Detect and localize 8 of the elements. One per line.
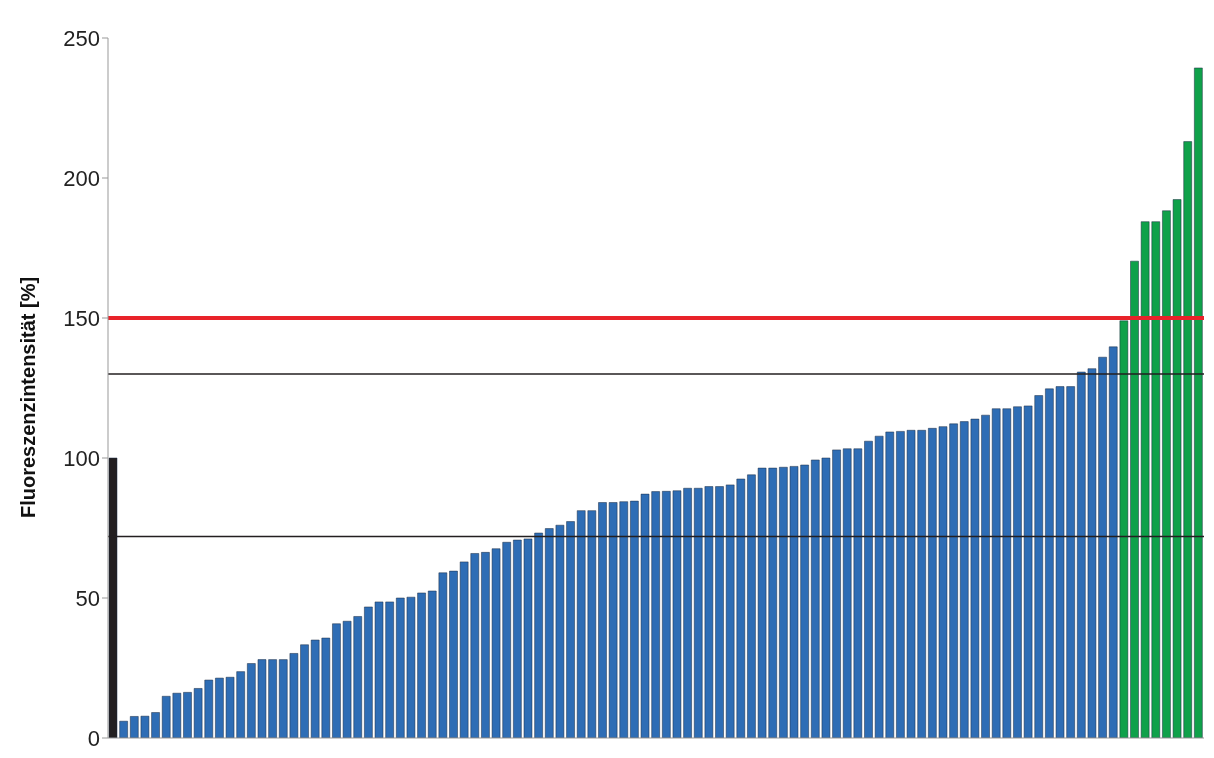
y-axis-title: Fluoreszenzintensität [%] xyxy=(17,276,40,518)
y-tick-label: 200 xyxy=(63,165,100,191)
y-tick-label: 150 xyxy=(63,305,100,331)
y-tick-label: 100 xyxy=(63,445,100,471)
y-tick-label: 50 xyxy=(75,585,100,611)
y-tick-label: 0 xyxy=(87,725,100,751)
bar xyxy=(1194,67,1203,738)
y-tick-label: 250 xyxy=(63,25,100,51)
